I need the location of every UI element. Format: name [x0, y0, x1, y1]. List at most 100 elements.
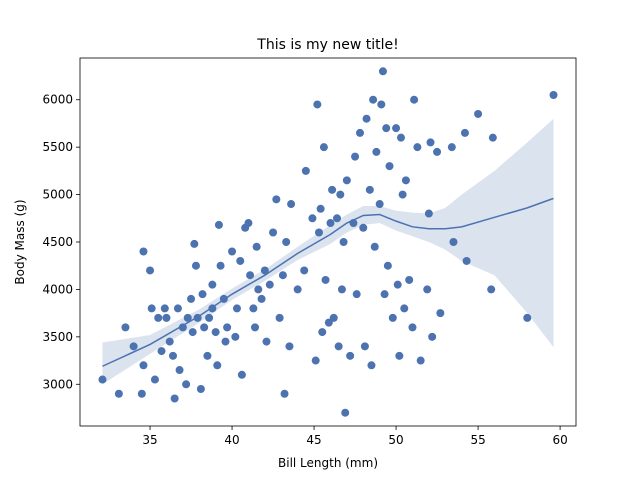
- x-tick-label: 40: [224, 433, 239, 447]
- point: [187, 294, 196, 303]
- point: [221, 337, 230, 346]
- point: [252, 242, 261, 251]
- point: [408, 323, 417, 332]
- point: [285, 342, 294, 351]
- point: [251, 323, 260, 332]
- point: [324, 318, 333, 327]
- x-axis-label: Bill Length (mm): [278, 456, 378, 470]
- y-tick-label: 5000: [42, 188, 73, 202]
- point: [428, 332, 437, 341]
- point: [214, 220, 223, 229]
- y-tick-label: 4000: [42, 282, 73, 296]
- point: [183, 313, 192, 322]
- point: [523, 313, 532, 322]
- point: [121, 323, 130, 332]
- point: [316, 204, 325, 213]
- point: [395, 351, 404, 360]
- point: [147, 304, 156, 313]
- point: [319, 143, 328, 152]
- point: [355, 128, 364, 137]
- point: [98, 375, 107, 384]
- point: [232, 304, 241, 313]
- x-tick-label: 45: [306, 433, 321, 447]
- point: [352, 290, 361, 299]
- point: [139, 247, 148, 256]
- point: [423, 285, 432, 294]
- y-axis-label: Body Mass (g): [13, 199, 27, 284]
- point: [236, 256, 245, 265]
- point: [359, 223, 368, 232]
- point: [162, 313, 171, 322]
- point: [321, 275, 330, 284]
- point: [269, 228, 278, 237]
- point: [329, 313, 338, 322]
- point: [336, 190, 345, 199]
- point: [246, 271, 255, 280]
- point: [385, 162, 394, 171]
- point: [383, 261, 392, 270]
- point: [388, 313, 397, 322]
- point: [367, 361, 376, 370]
- confidence-band: [102, 118, 554, 385]
- point: [231, 332, 240, 341]
- y-tick-label: 3000: [42, 377, 73, 391]
- x-tick-label: 60: [552, 433, 567, 447]
- point: [433, 147, 442, 156]
- point: [203, 351, 212, 360]
- point: [228, 247, 237, 256]
- point: [157, 347, 166, 356]
- point: [129, 342, 138, 351]
- point: [178, 323, 187, 332]
- x-tick-label: 55: [470, 433, 485, 447]
- point: [287, 200, 296, 209]
- point: [275, 313, 284, 322]
- point: [328, 185, 337, 194]
- point: [114, 389, 123, 398]
- point: [154, 313, 163, 322]
- point: [182, 380, 191, 389]
- point: [237, 370, 246, 379]
- point: [160, 304, 169, 313]
- point: [339, 238, 348, 246]
- point: [244, 219, 253, 228]
- point: [382, 124, 391, 133]
- plot-area: [98, 67, 558, 417]
- point: [405, 275, 414, 284]
- y-tick-label: 3500: [42, 330, 73, 344]
- point: [474, 109, 483, 118]
- point: [488, 133, 497, 142]
- point: [175, 366, 184, 375]
- point: [487, 285, 496, 294]
- x-tick-label: 35: [142, 433, 157, 447]
- point: [370, 242, 379, 251]
- point: [257, 294, 266, 303]
- chart-title: This is my new title!: [256, 37, 398, 53]
- point: [173, 304, 182, 313]
- point: [139, 361, 148, 370]
- point: [314, 228, 323, 237]
- point: [424, 209, 433, 218]
- point: [169, 351, 177, 360]
- point: [262, 337, 271, 346]
- point: [200, 323, 209, 332]
- point: [447, 143, 456, 152]
- point: [460, 128, 469, 137]
- point: [360, 342, 369, 351]
- point: [401, 176, 410, 185]
- point: [462, 256, 471, 265]
- point: [205, 313, 214, 322]
- point: [341, 408, 350, 417]
- point: [342, 176, 351, 185]
- point: [301, 166, 310, 175]
- point: [150, 375, 159, 384]
- point: [377, 100, 386, 109]
- point: [170, 394, 179, 403]
- point: [333, 214, 342, 223]
- point: [369, 95, 378, 104]
- point: [365, 185, 374, 194]
- point: [549, 90, 558, 99]
- point: [280, 389, 289, 398]
- point: [380, 290, 389, 299]
- y-tick-label: 6000: [42, 93, 73, 107]
- point: [137, 389, 146, 398]
